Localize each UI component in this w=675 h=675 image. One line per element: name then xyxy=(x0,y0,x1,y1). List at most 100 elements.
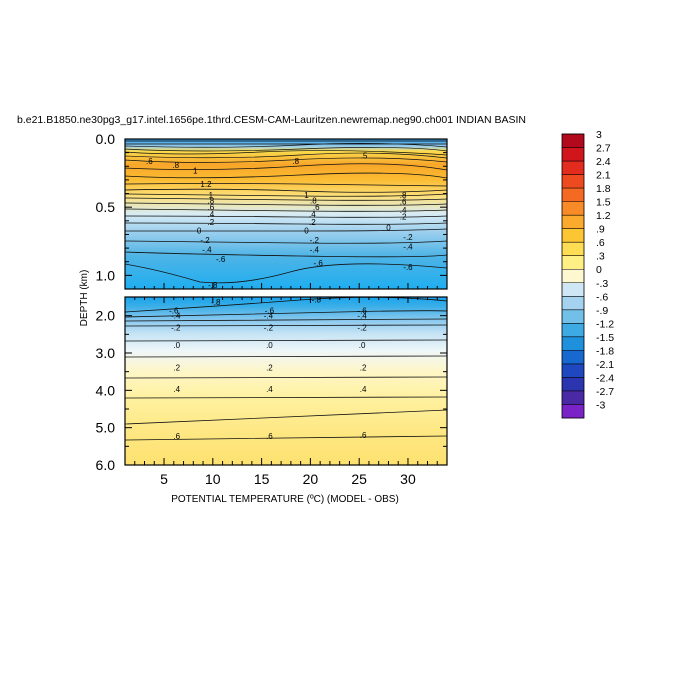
colorbar-label: .9 xyxy=(596,224,605,236)
contour-label: .4 xyxy=(208,210,215,219)
contour-label: -.4 xyxy=(264,312,274,321)
upper-y-axis: 0.00.51.0 xyxy=(96,131,447,290)
contour-label: .2 xyxy=(400,213,407,222)
contour-label: -.8 xyxy=(312,296,322,305)
contour-label: .0 xyxy=(266,341,273,350)
contour-label: .4 xyxy=(360,385,367,394)
colorbar-label: -2.7 xyxy=(596,386,614,398)
contour-label: .8 xyxy=(208,196,215,205)
contour-label: -.2 xyxy=(200,236,210,245)
y-tick-label: 6.0 xyxy=(96,457,116,473)
colorbar-swatch xyxy=(562,188,584,202)
contour-label: .4 xyxy=(309,210,316,219)
contour-label: .0 xyxy=(359,341,366,350)
contour-label: .8 xyxy=(292,157,299,166)
contour-label: .6 xyxy=(173,432,180,441)
colorbar-label: 0 xyxy=(596,264,602,276)
y-tick-label: 4.0 xyxy=(96,382,116,398)
lower-panel-frame xyxy=(124,296,448,466)
y-tick-label: 2.0 xyxy=(96,308,116,324)
contour-label: -.8 xyxy=(211,298,221,307)
colorbar-swatch xyxy=(562,377,584,392)
contour-label: -.2 xyxy=(403,233,413,242)
contour-label: .2 xyxy=(266,364,273,373)
contour-label: -.6 xyxy=(403,263,413,272)
colorbar-swatch xyxy=(562,363,584,378)
y-tick-label: 5.0 xyxy=(96,420,116,436)
contour-label: .8 xyxy=(400,191,407,200)
contour-label: -.4 xyxy=(310,245,320,254)
colorbar-label: .3 xyxy=(596,251,605,263)
contour-label: .2 xyxy=(360,364,367,373)
x-axis-label: POTENTIAL TEMPERATURE (ºC) (MODEL - OBS) xyxy=(171,494,399,505)
contour-label: .2 xyxy=(208,218,215,227)
colorbar-label: 1.5 xyxy=(596,197,611,209)
contour-label: -.2 xyxy=(357,324,367,333)
contour-label: -.4 xyxy=(357,312,367,321)
x-tick-label: 5 xyxy=(160,471,168,487)
y-tick-label: 0.0 xyxy=(96,131,116,147)
colorbar-swatch xyxy=(562,350,584,365)
colorbar-label: -1.8 xyxy=(596,345,614,357)
colorbar-swatch xyxy=(562,336,584,351)
x-tick-label: 10 xyxy=(205,471,221,487)
contour-label: .0 xyxy=(173,341,180,350)
colorbar-label: -1.5 xyxy=(596,332,614,344)
colorbar-label: -1.2 xyxy=(596,318,614,330)
y-tick-label: 1.0 xyxy=(96,267,116,283)
contour-label: .6 xyxy=(400,198,407,207)
colorbar-swatch xyxy=(562,215,584,229)
contour-label: -.6 xyxy=(357,306,367,315)
colorbar-label: 2.4 xyxy=(596,156,611,168)
contour-label: -.4 xyxy=(202,245,212,254)
contour-label: -.6 xyxy=(265,306,275,315)
colorbar-swatch xyxy=(562,282,584,297)
y-tick-label: 0.5 xyxy=(96,199,116,215)
contour-label: .6 xyxy=(360,431,367,440)
colorbar-label: -3 xyxy=(596,399,605,411)
colorbar-label: -2.4 xyxy=(596,372,614,384)
x-tick-label: 30 xyxy=(400,471,416,487)
contour-label: .4 xyxy=(173,385,180,394)
contour-label: 1.2 xyxy=(200,180,212,189)
colorbar-swatch xyxy=(562,390,584,405)
x-tick-label: 15 xyxy=(254,471,270,487)
contour-label: -.2 xyxy=(264,324,274,333)
y-axis-label: DEPTH (km) xyxy=(79,270,90,327)
colorbar-swatch xyxy=(562,174,584,189)
contour-label: .8 xyxy=(172,161,179,170)
contour-label: .4 xyxy=(400,206,407,215)
colorbar-label: 2.1 xyxy=(596,170,611,182)
chart-title: b.e21.B1850.ne30pg3_g17.intel.1656pe.1th… xyxy=(17,114,526,126)
colorbar-swatch xyxy=(562,255,584,270)
colorbar-label: 1.2 xyxy=(596,210,611,222)
colorbar-label: -.3 xyxy=(596,278,608,290)
contour-label: 1 xyxy=(193,166,198,175)
contour-label: -.2 xyxy=(310,236,320,245)
contour-label: 1 xyxy=(304,191,309,200)
colorbar-swatch xyxy=(562,404,584,419)
colorbar-swatch xyxy=(562,242,584,257)
upper-panel-frame xyxy=(124,138,448,290)
contour-label: .6 xyxy=(266,432,273,441)
colorbar-label: -.6 xyxy=(596,291,608,303)
lower-y-axis: 2.0 3.0 4.0 5.0 6.0 xyxy=(96,296,447,473)
upper-contour-labels: .6.811.21.8.6.4.20-.2-.4-.6-.8.81.8.6.4.… xyxy=(146,151,413,290)
colorbar-swatch xyxy=(562,323,584,338)
contour-label: .6 xyxy=(313,203,320,212)
contour-label: .2 xyxy=(173,364,180,373)
colorbar-label: -2.1 xyxy=(596,359,614,371)
contour-label: .5 xyxy=(361,151,368,160)
lower-contour-labels: -.8 -.8-.6-.4-.2.0.2.4.6-.6-.4-.2.0.2.4.6… xyxy=(169,296,367,441)
upper-contour-lines xyxy=(125,140,447,284)
x-tick-label: 20 xyxy=(303,471,319,487)
colorbar-label: -.9 xyxy=(596,305,608,317)
contour-label: 0 xyxy=(304,226,309,235)
contour-label: .2 xyxy=(309,218,316,227)
y-tick-label: 3.0 xyxy=(96,345,116,361)
contour-label: 0 xyxy=(386,224,391,233)
contour-label: .6 xyxy=(146,157,153,166)
lower-contour-lines xyxy=(125,297,447,441)
x-tick-label: 25 xyxy=(351,471,367,487)
